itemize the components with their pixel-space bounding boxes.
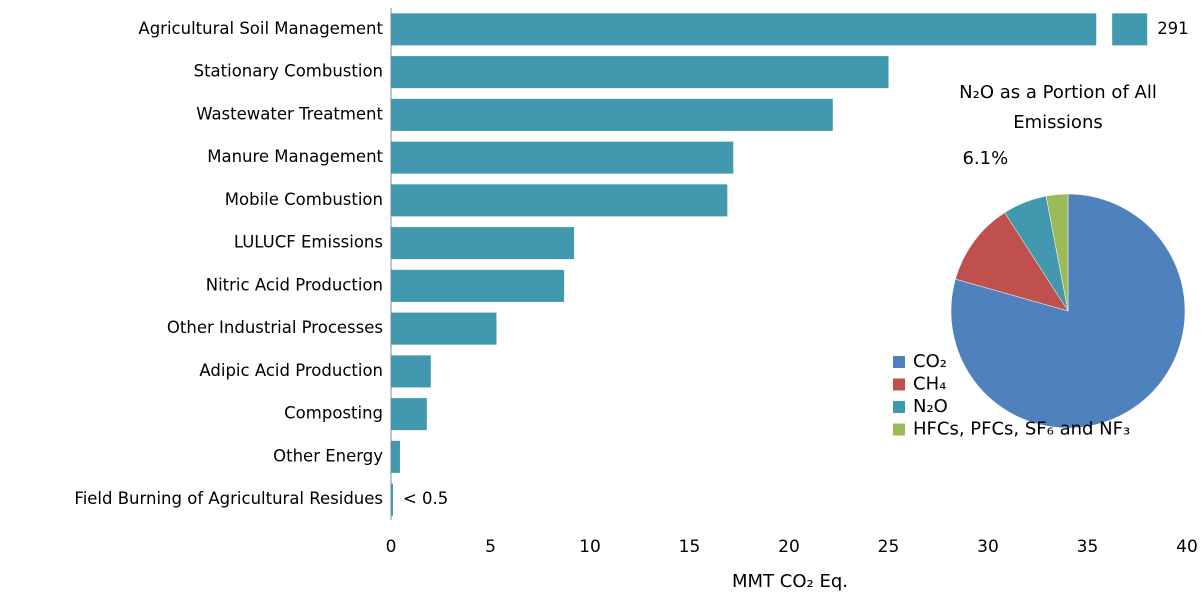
pie-slice (1045, 193, 1069, 312)
pie-title: N₂O as a Portion of All Emissions (959, 82, 1157, 133)
y-tick-label: Field Burning of Agricultural Residues (74, 489, 383, 508)
bar (391, 98, 833, 131)
y-tick-label: Other Energy (273, 446, 383, 465)
legend-swatch (893, 378, 905, 391)
y-tick-label: Nitric Acid Production (206, 275, 383, 294)
x-tick-label: 40 (1176, 537, 1198, 557)
x-axis-label: MMT CO₂ Eq. (732, 571, 848, 592)
y-tick-label: Composting (284, 404, 383, 423)
x-tick-label: 5 (485, 537, 496, 557)
x-tick-label: 15 (679, 537, 701, 557)
data-label: < 0.5 (403, 489, 448, 508)
x-tick-label: 25 (878, 537, 900, 557)
data-label: 6.1% (962, 148, 1008, 169)
bar (391, 13, 1148, 46)
legend-swatch (893, 423, 905, 436)
bar (391, 483, 393, 516)
y-tick-label: Agricultural Soil Management (138, 19, 383, 38)
legend-label: CH₄ (913, 374, 946, 395)
y-tick-label: LULUCF Emissions (234, 233, 383, 252)
y-tick-label: Other Industrial Processes (167, 318, 383, 337)
x-tick-label: 30 (977, 537, 999, 557)
legend-label: CO₂ (913, 351, 947, 372)
legend-swatch (893, 356, 905, 368)
x-tick-label: 35 (1077, 537, 1099, 557)
data-label: 291 (1157, 19, 1189, 38)
y-tick-label: Adipic Acid Production (199, 361, 383, 380)
bar (391, 184, 728, 217)
bar (391, 398, 427, 431)
legend-label: HFCs, PFCs, SF₆ and NF₃ (913, 419, 1130, 440)
y-tick-label: Stationary Combustion (194, 62, 383, 81)
bar (391, 141, 734, 174)
bar (391, 440, 400, 473)
x-tick-label: 0 (386, 537, 397, 557)
y-tick-label: Manure Management (207, 147, 383, 166)
legend-label: N₂O (913, 396, 948, 417)
bar (391, 269, 565, 302)
bar (391, 312, 497, 345)
bar (391, 56, 889, 89)
x-tick-label: 10 (579, 537, 601, 557)
bar (391, 355, 431, 388)
y-tick-label: Wastewater Treatment (196, 104, 383, 123)
legend-swatch (893, 401, 905, 413)
bar (391, 227, 575, 260)
x-tick-label: 20 (778, 537, 800, 557)
pie-slice (955, 212, 1069, 312)
y-tick-label: Mobile Combustion (225, 190, 383, 209)
